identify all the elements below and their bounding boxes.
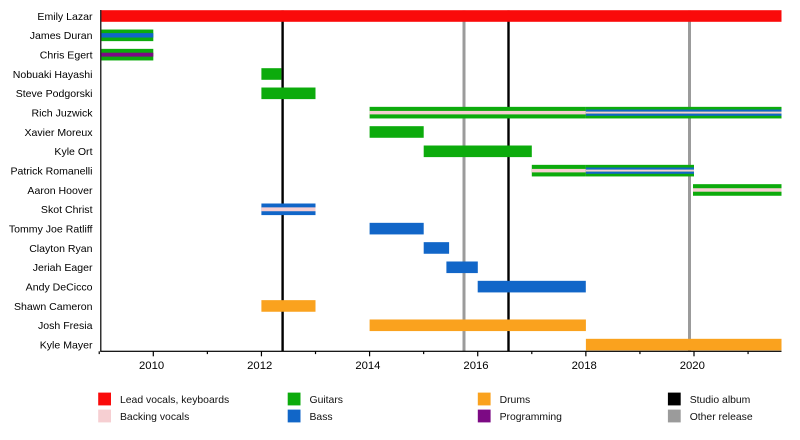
svg-text:Skot Christ: Skot Christ [41,204,93,216]
svg-text:Andy DeCicco: Andy DeCicco [26,282,93,294]
svg-text:2010: 2010 [139,360,164,372]
svg-text:Bass: Bass [310,412,333,423]
svg-text:Backing vocals: Backing vocals [120,412,189,423]
svg-text:Kyle Mayer: Kyle Mayer [40,340,93,352]
svg-text:Lead vocals, keyboards: Lead vocals, keyboards [120,395,229,406]
svg-text:Emily Lazar: Emily Lazar [37,11,93,23]
svg-text:2016: 2016 [463,360,488,372]
svg-text:Tommy Joe Ratliff: Tommy Joe Ratliff [9,224,93,236]
svg-text:Guitars: Guitars [310,395,344,406]
svg-text:Patrick Romanelli: Patrick Romanelli [10,166,92,178]
svg-text:Other release: Other release [690,412,753,423]
svg-text:Josh Fresia: Josh Fresia [38,320,93,332]
svg-text:Chris Egert: Chris Egert [40,50,93,62]
svg-text:2012: 2012 [247,360,272,372]
svg-text:Steve Podgorski: Steve Podgorski [16,88,93,100]
svg-text:Nobuaki Hayashi: Nobuaki Hayashi [13,69,93,81]
svg-text:Clayton Ryan: Clayton Ryan [29,243,92,255]
svg-text:Jeriah Eager: Jeriah Eager [33,262,93,274]
svg-text:Programming: Programming [500,412,563,423]
svg-text:2014: 2014 [355,360,380,372]
svg-text:Rich Juzwick: Rich Juzwick [32,108,94,120]
svg-text:Xavier Moreux: Xavier Moreux [25,127,94,139]
svg-text:Studio album: Studio album [690,395,751,406]
svg-text:Drums: Drums [500,395,531,406]
svg-text:2018: 2018 [572,360,597,372]
svg-text:Aaron Hoover: Aaron Hoover [27,185,93,197]
svg-text:Shawn Cameron: Shawn Cameron [14,301,93,313]
svg-text:2020: 2020 [680,360,705,372]
svg-text:James Duran: James Duran [30,30,93,42]
svg-text:Kyle Ort: Kyle Ort [54,146,92,158]
